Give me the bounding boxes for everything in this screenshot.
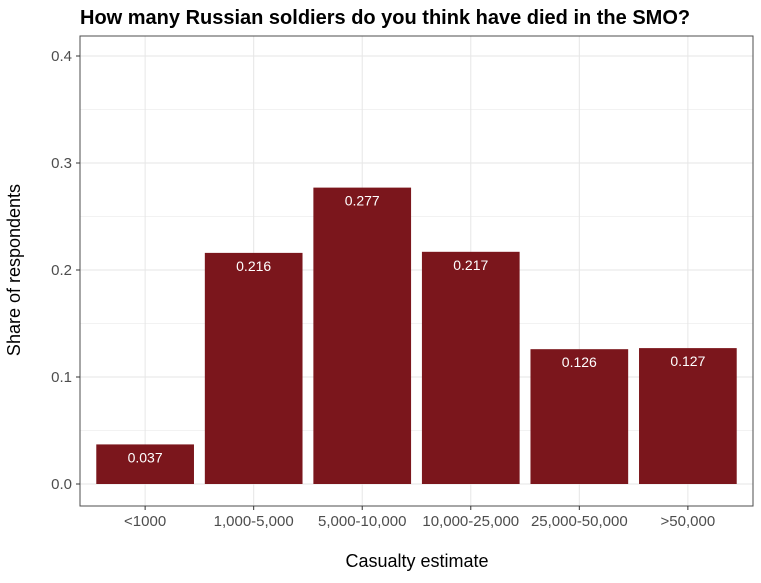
bar-value-label: 0.037 xyxy=(128,449,163,465)
bar-value-label: 0.127 xyxy=(670,353,705,369)
y-tick-label: 0.4 xyxy=(51,48,72,65)
bar-value-label: 0.217 xyxy=(453,257,488,273)
bar-value-label: 0.277 xyxy=(345,193,380,209)
bar xyxy=(421,251,520,484)
y-axis-title: Share of respondents xyxy=(4,184,24,356)
x-axis: <1000 1,000-5,000 5,000-10,000 10,000-25,00… xyxy=(124,506,715,530)
bar xyxy=(530,349,629,484)
bar-value-label: 0.216 xyxy=(236,258,271,274)
y-tick-label: 0.1 xyxy=(51,369,72,386)
x-axis-title: Casualty estimate xyxy=(345,551,488,571)
y-tick-label: 0.2 xyxy=(51,262,72,279)
bar xyxy=(313,187,412,485)
y-axis: 0.0 0.1 0.2 0.3 0.4 xyxy=(51,48,80,493)
bars xyxy=(96,187,737,485)
x-tick-label: 1,000-5,000 xyxy=(214,513,294,530)
x-tick-label: <1000 xyxy=(124,513,166,530)
bar xyxy=(96,444,194,484)
x-tick-label: 10,000-25,000 xyxy=(422,513,519,530)
chart-title: How many Russian soldiers do you think h… xyxy=(80,7,690,29)
x-tick-label: 25,000-50,000 xyxy=(531,513,628,530)
data-labels: 0.037 0.216 0.277 0.217 0.126 0.127 xyxy=(128,193,706,466)
bar xyxy=(639,348,737,484)
y-tick-label: 0.3 xyxy=(51,155,72,172)
y-tick-label: 0.0 xyxy=(51,476,72,493)
x-tick-label: >50,000 xyxy=(661,513,716,530)
bar-value-label: 0.126 xyxy=(562,354,597,370)
x-tick-label: 5,000-10,000 xyxy=(318,513,406,530)
panel-border xyxy=(79,35,754,507)
bar xyxy=(204,252,303,484)
